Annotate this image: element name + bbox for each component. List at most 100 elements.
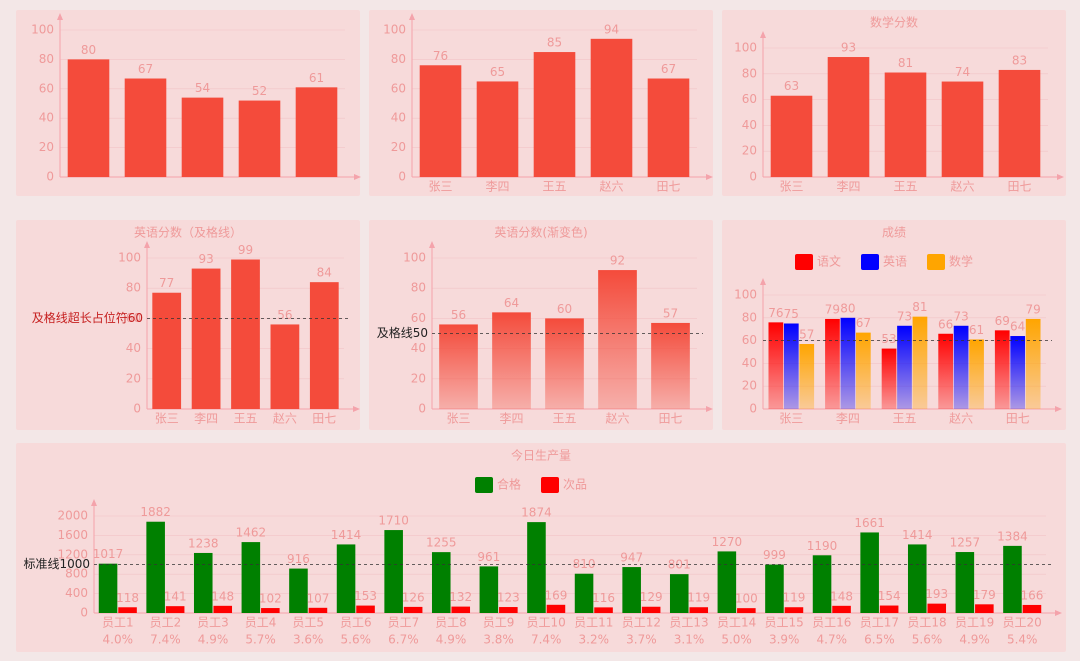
legend-label: 语文 (817, 254, 841, 269)
value-label: 73 (897, 309, 912, 323)
bar (884, 72, 927, 177)
x-tick-label: 员工1 (102, 616, 134, 630)
bar (191, 268, 221, 409)
y-tick-label: 20 (391, 140, 406, 154)
x-tick-note: 5.4% (1007, 633, 1038, 647)
y-tick-label: 100 (31, 23, 54, 37)
panel (16, 220, 360, 430)
y-tick-label: 20 (742, 379, 757, 393)
value-label: 93 (198, 252, 213, 266)
value-label: 66 (938, 317, 953, 331)
value-label: 57 (799, 328, 814, 342)
bar (479, 566, 499, 613)
value-label: 67 (138, 62, 153, 76)
bar (499, 607, 518, 613)
y-tick-label: 0 (398, 170, 406, 184)
value-label: 1384 (997, 529, 1028, 543)
y-tick-label: 60 (39, 81, 54, 95)
value-label: 76 (433, 49, 448, 63)
x-tick-label: 赵六 (273, 412, 297, 426)
bar (998, 69, 1041, 177)
value-label: 80 (81, 43, 96, 57)
value-label: 94 (604, 22, 619, 36)
bar (912, 316, 928, 409)
value-label: 76 (768, 306, 783, 320)
bar (975, 604, 994, 613)
value-label: 67 (856, 316, 871, 330)
bar (403, 606, 423, 613)
x-tick-note: 6.5% (864, 633, 895, 647)
value-label: 119 (782, 591, 805, 605)
x-tick-note: 4.9% (959, 633, 990, 647)
bar (295, 87, 338, 177)
bar (356, 605, 375, 613)
bar (622, 567, 641, 613)
chart-title: 成绩 (882, 226, 906, 240)
value-label: 56 (451, 308, 466, 322)
bar (1003, 545, 1022, 613)
value-label: 93 (841, 41, 856, 55)
value-label: 67 (661, 62, 676, 76)
value-label: 52 (252, 84, 267, 98)
value-label: 1017 (93, 547, 124, 561)
value-label: 85 (547, 36, 562, 50)
x-tick-label: 员工18 (907, 616, 946, 630)
y-tick-label: 20 (411, 371, 426, 385)
bar (492, 312, 531, 409)
mark-line-label: 标准线1000 (23, 557, 90, 571)
bar (476, 81, 519, 177)
value-label: 53 (881, 332, 896, 346)
bar (181, 97, 224, 177)
x-tick-label: 员工8 (435, 616, 467, 630)
value-label: 99 (238, 243, 253, 257)
y-tick-label: 60 (411, 311, 426, 325)
bar (431, 552, 451, 613)
value-label: 57 (663, 306, 678, 320)
x-tick-label: 员工16 (812, 616, 851, 630)
x-tick-label: 田七 (656, 180, 680, 194)
x-tick-label: 赵六 (605, 412, 629, 426)
x-tick-label: 员工6 (340, 616, 372, 630)
value-label: 129 (640, 590, 663, 604)
bar (439, 324, 478, 409)
legend-label: 英语 (883, 255, 907, 269)
bar (855, 332, 871, 409)
y-tick-label: 100 (403, 251, 426, 265)
value-label: 179 (973, 588, 996, 602)
x-tick-note: 3.1% (674, 633, 705, 647)
x-tick-label: 王五 (892, 412, 916, 426)
value-label: 54 (195, 81, 210, 95)
x-tick-note: 6.7% (388, 633, 419, 647)
bar (907, 544, 927, 613)
legend-swatch (927, 254, 945, 270)
value-label: 1270 (712, 535, 743, 549)
x-tick-label: 田七 (312, 412, 336, 426)
x-axis-arrow (353, 406, 360, 412)
x-tick-label: 员工3 (197, 616, 229, 630)
bar (881, 348, 897, 409)
bar (146, 521, 165, 613)
x-tick-note: 4.0% (103, 633, 134, 647)
x-axis-arrow (1055, 406, 1062, 412)
x-tick-label: 赵六 (599, 180, 623, 194)
value-label: 61 (969, 323, 984, 337)
y-axis-arrow (57, 13, 63, 20)
value-label: 79 (825, 302, 840, 316)
x-tick-label: 员工11 (574, 616, 613, 630)
chart-title: 英语分数（及格线） (134, 225, 242, 240)
x-tick-label: 员工17 (860, 616, 899, 630)
x-tick-label: 田七 (1006, 412, 1030, 426)
bar (784, 607, 804, 613)
legend-swatch (541, 477, 559, 493)
value-label: 916 (287, 552, 310, 566)
y-tick-label: 60 (742, 333, 757, 347)
x-axis-arrow (1057, 174, 1064, 180)
bar (545, 318, 584, 409)
x-tick-note: 5.6% (341, 633, 372, 647)
value-label: 153 (354, 589, 377, 603)
value-label: 77 (159, 276, 174, 290)
y-tick-label: 80 (411, 281, 426, 295)
value-label: 84 (317, 266, 332, 280)
value-label: 1710 (378, 514, 409, 528)
value-label: 56 (277, 308, 292, 322)
